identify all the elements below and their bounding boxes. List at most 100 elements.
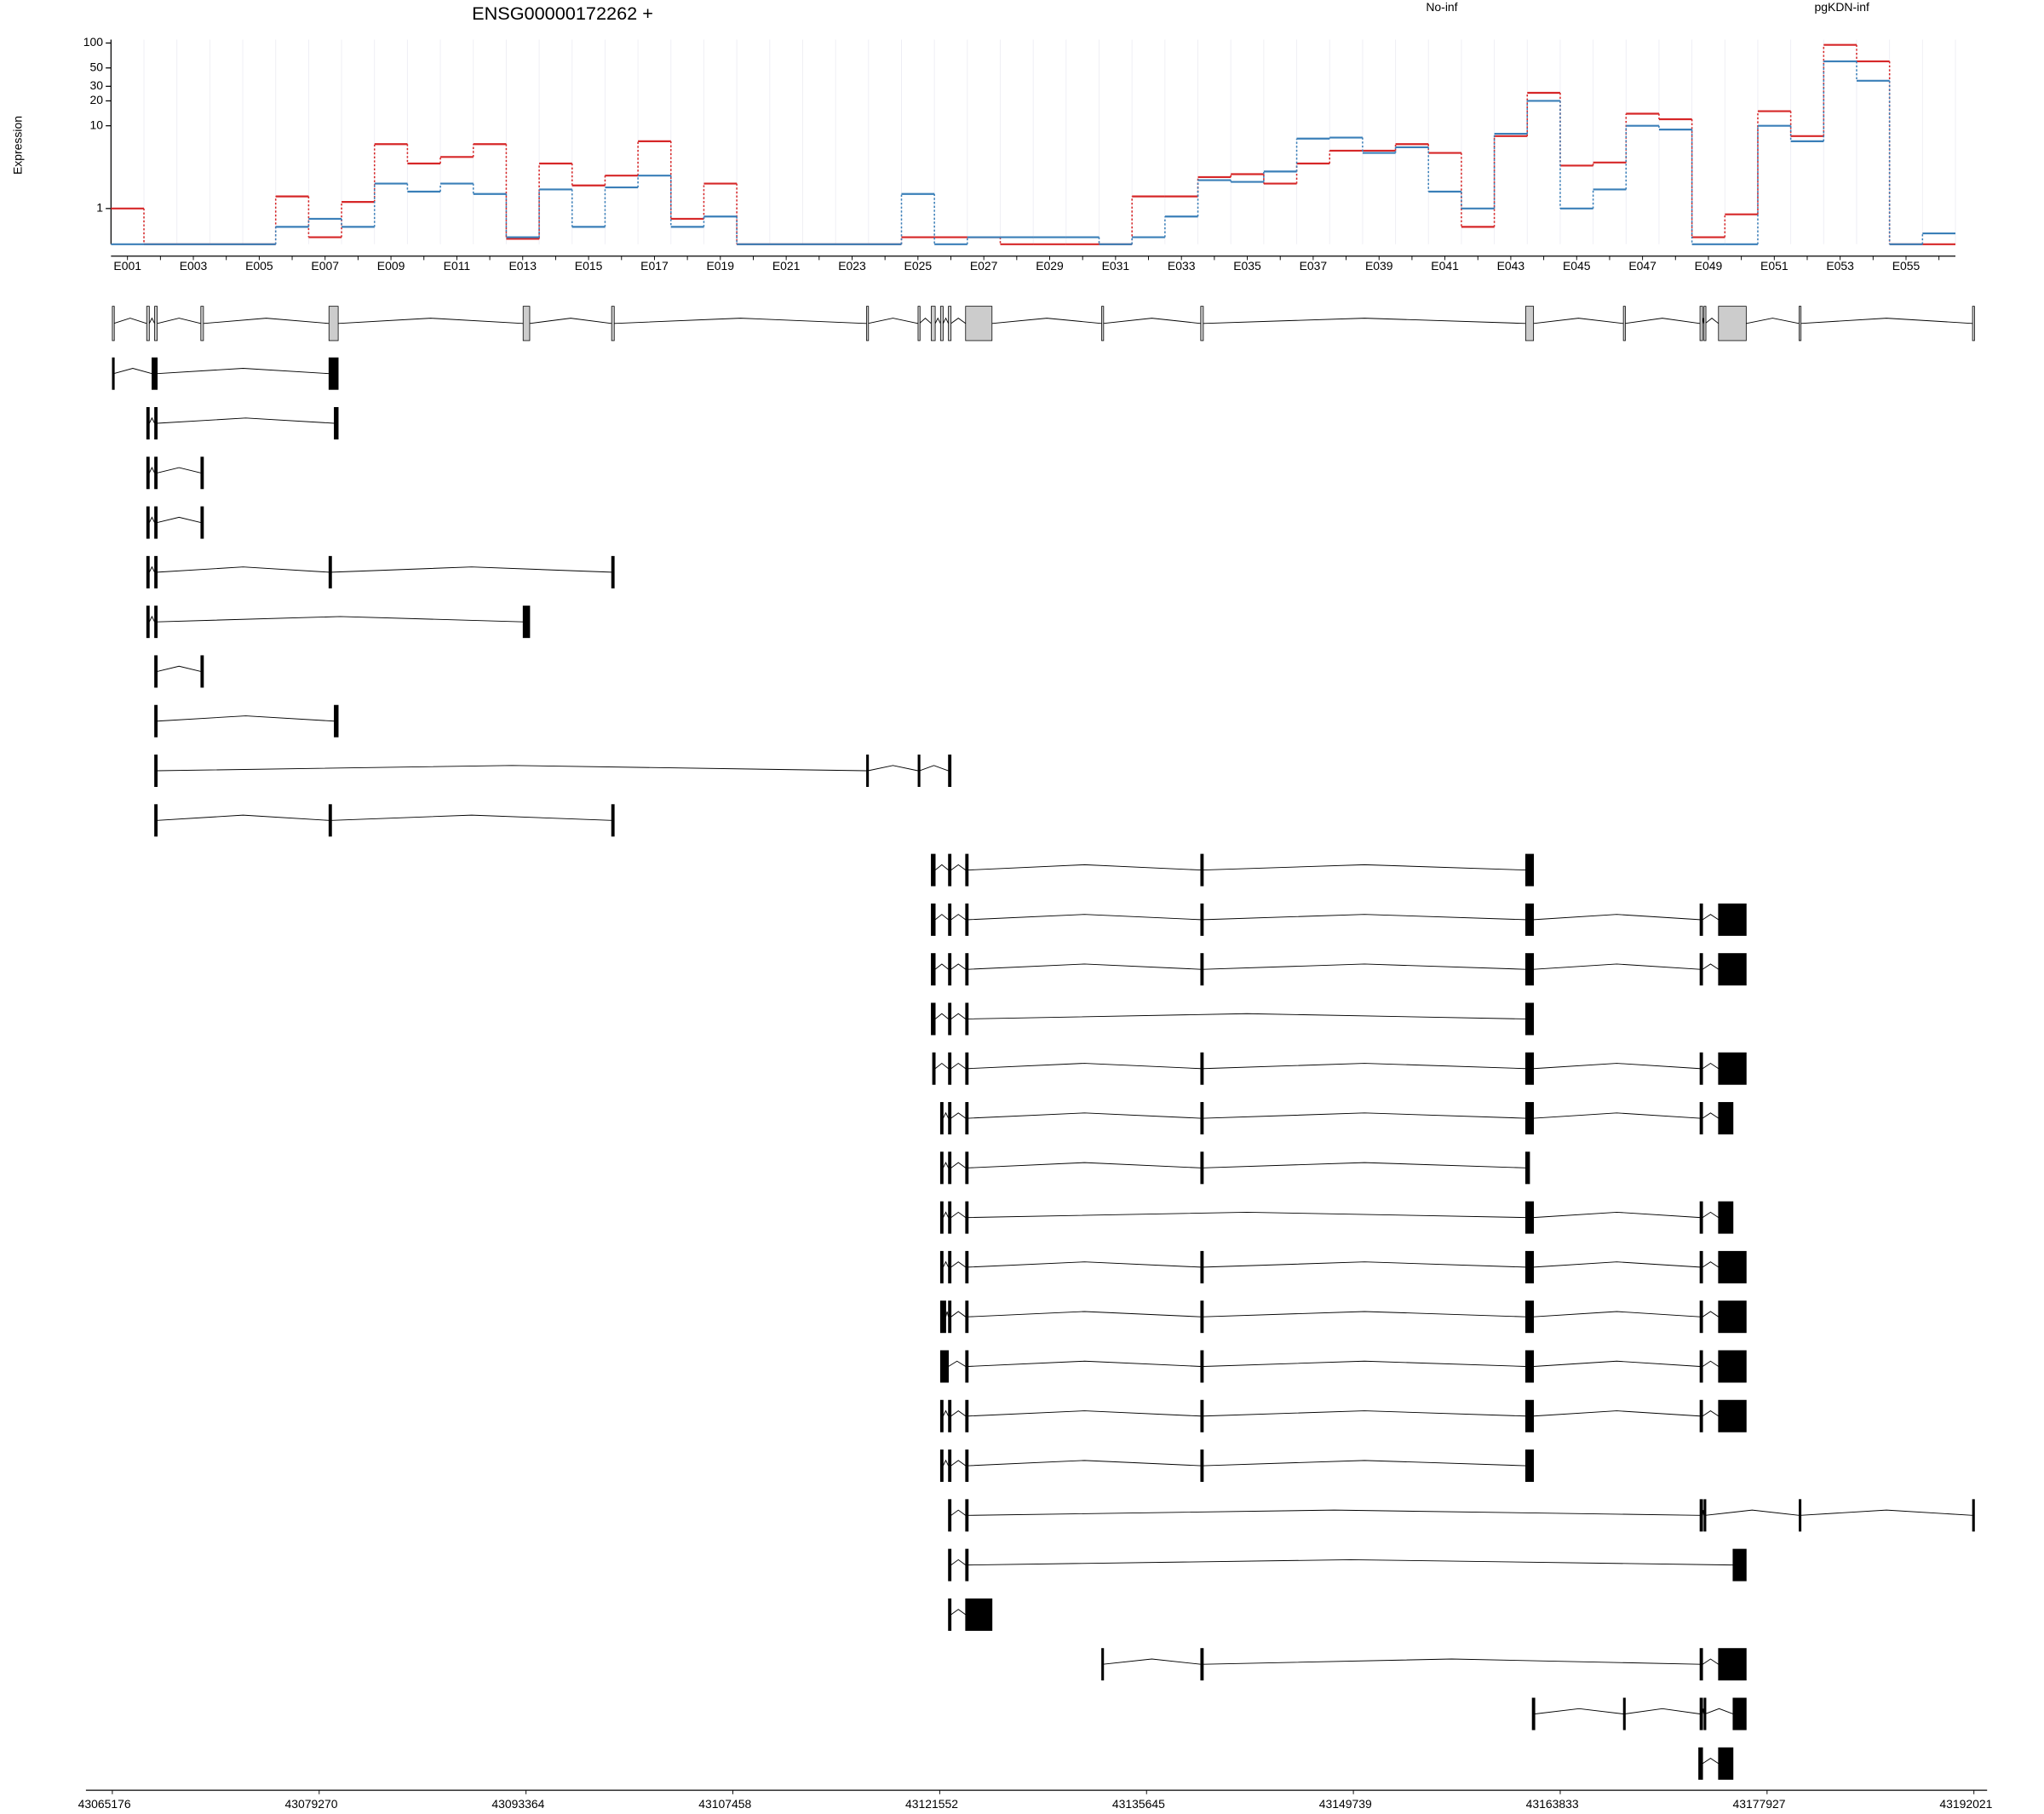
transcript-exon xyxy=(948,1399,952,1432)
transcript-exon xyxy=(146,506,150,539)
intron xyxy=(157,765,867,772)
intron xyxy=(1800,1509,1973,1516)
intron xyxy=(1203,1063,1526,1070)
intron xyxy=(967,1509,1701,1516)
gene-exon xyxy=(1703,306,1707,342)
intron xyxy=(338,318,524,324)
intron xyxy=(614,318,867,324)
intron xyxy=(945,1311,950,1317)
transcript-exon xyxy=(200,456,204,490)
transcript-exon xyxy=(1699,953,1703,986)
gene-exon xyxy=(948,306,952,342)
transcript-exon xyxy=(334,704,339,738)
intron xyxy=(1533,1063,1701,1070)
transcript-exon xyxy=(1732,1548,1747,1582)
intron xyxy=(1203,318,1526,324)
genomic-tick-label: 43093364 xyxy=(491,1797,544,1811)
intron xyxy=(1702,1658,1720,1665)
intron xyxy=(1746,318,1800,324)
transcript-exon xyxy=(1699,903,1703,936)
intron xyxy=(1702,963,1720,970)
intron xyxy=(1203,1162,1526,1168)
transcript-exon xyxy=(1200,1300,1204,1334)
transcript-exon xyxy=(154,804,158,837)
transcript-exon xyxy=(939,1350,950,1383)
transcript-exon xyxy=(1699,1201,1703,1234)
transcript-exon xyxy=(328,804,332,837)
intron xyxy=(1533,1261,1701,1268)
intron xyxy=(1533,1410,1701,1417)
transcript-exon xyxy=(1732,1697,1747,1731)
x-tick-label: E023 xyxy=(838,259,866,273)
transcript-exon xyxy=(154,655,158,688)
transcript-exon xyxy=(154,555,158,588)
intron xyxy=(1702,1311,1720,1317)
intron xyxy=(1702,1261,1720,1268)
x-tick-label: E005 xyxy=(245,259,273,273)
transcript-exon xyxy=(1718,903,1747,936)
intron xyxy=(1203,1658,1701,1665)
intron xyxy=(967,1559,1733,1566)
intron xyxy=(331,566,612,573)
genomic-tick-label: 43107458 xyxy=(698,1797,751,1811)
intron xyxy=(1702,1360,1720,1367)
intron xyxy=(1533,963,1701,970)
transcript-exon xyxy=(1718,953,1747,986)
transcript-exon xyxy=(948,1548,952,1582)
intron xyxy=(919,765,949,772)
transcript-exon xyxy=(1200,1449,1204,1483)
intron xyxy=(157,814,330,821)
intron xyxy=(942,1111,950,1119)
intron xyxy=(1702,1758,1720,1765)
intron xyxy=(967,1360,1201,1367)
transcript-exon xyxy=(948,1499,952,1532)
x-tick-label: E009 xyxy=(377,259,405,273)
transcript-exon xyxy=(334,407,339,439)
intron xyxy=(991,318,1102,324)
transcript-exon xyxy=(948,1449,952,1483)
x-tick-label: E031 xyxy=(1102,259,1130,273)
x-tick-label: E017 xyxy=(640,259,669,273)
intron xyxy=(1203,1112,1526,1119)
transcript-exon xyxy=(939,1300,946,1334)
transcript-exon xyxy=(948,1598,952,1631)
transcript-exon xyxy=(1524,1201,1535,1234)
gene-exon xyxy=(146,306,150,342)
genomic-tick-label: 43163833 xyxy=(1526,1797,1579,1811)
gene-exon xyxy=(1718,306,1747,342)
intron xyxy=(948,1360,967,1367)
intron xyxy=(113,318,147,324)
transcript-exon xyxy=(948,1201,952,1234)
transcript-exon xyxy=(965,1399,969,1432)
intron xyxy=(950,1062,967,1070)
transcript-exon xyxy=(1524,953,1535,986)
intron xyxy=(1203,1410,1526,1417)
transcript-exon xyxy=(1622,1697,1626,1731)
intron xyxy=(1533,1311,1701,1317)
genomic-tick-label: 43135645 xyxy=(1112,1797,1165,1811)
chart-title: ENSG00000172262 + xyxy=(472,3,653,24)
gene-exon xyxy=(917,306,921,342)
x-tick-label: E053 xyxy=(1826,259,1854,273)
intron xyxy=(942,1409,950,1416)
x-tick-label: E039 xyxy=(1365,259,1393,273)
intron xyxy=(1702,1410,1720,1417)
transcript-exon xyxy=(1200,1102,1204,1135)
intron xyxy=(157,417,335,424)
gene-exon xyxy=(1972,306,1975,342)
gene-exon xyxy=(1699,306,1703,342)
transcript-exon xyxy=(1531,1697,1536,1731)
genomic-tick-label: 43149739 xyxy=(1319,1797,1372,1811)
transcript-exon xyxy=(1200,1052,1204,1085)
gene-exon xyxy=(328,306,339,342)
transcript-exon xyxy=(1718,1250,1747,1283)
gene-exon xyxy=(522,306,531,342)
transcript-exon xyxy=(939,1102,944,1135)
x-tick-label: E035 xyxy=(1233,259,1261,273)
transcript-exon xyxy=(948,1300,952,1334)
intron xyxy=(919,317,932,324)
transcript-exon xyxy=(939,1250,944,1283)
transcript-exon xyxy=(965,853,969,887)
intron xyxy=(1203,1360,1526,1367)
transcript-exon xyxy=(948,903,952,936)
